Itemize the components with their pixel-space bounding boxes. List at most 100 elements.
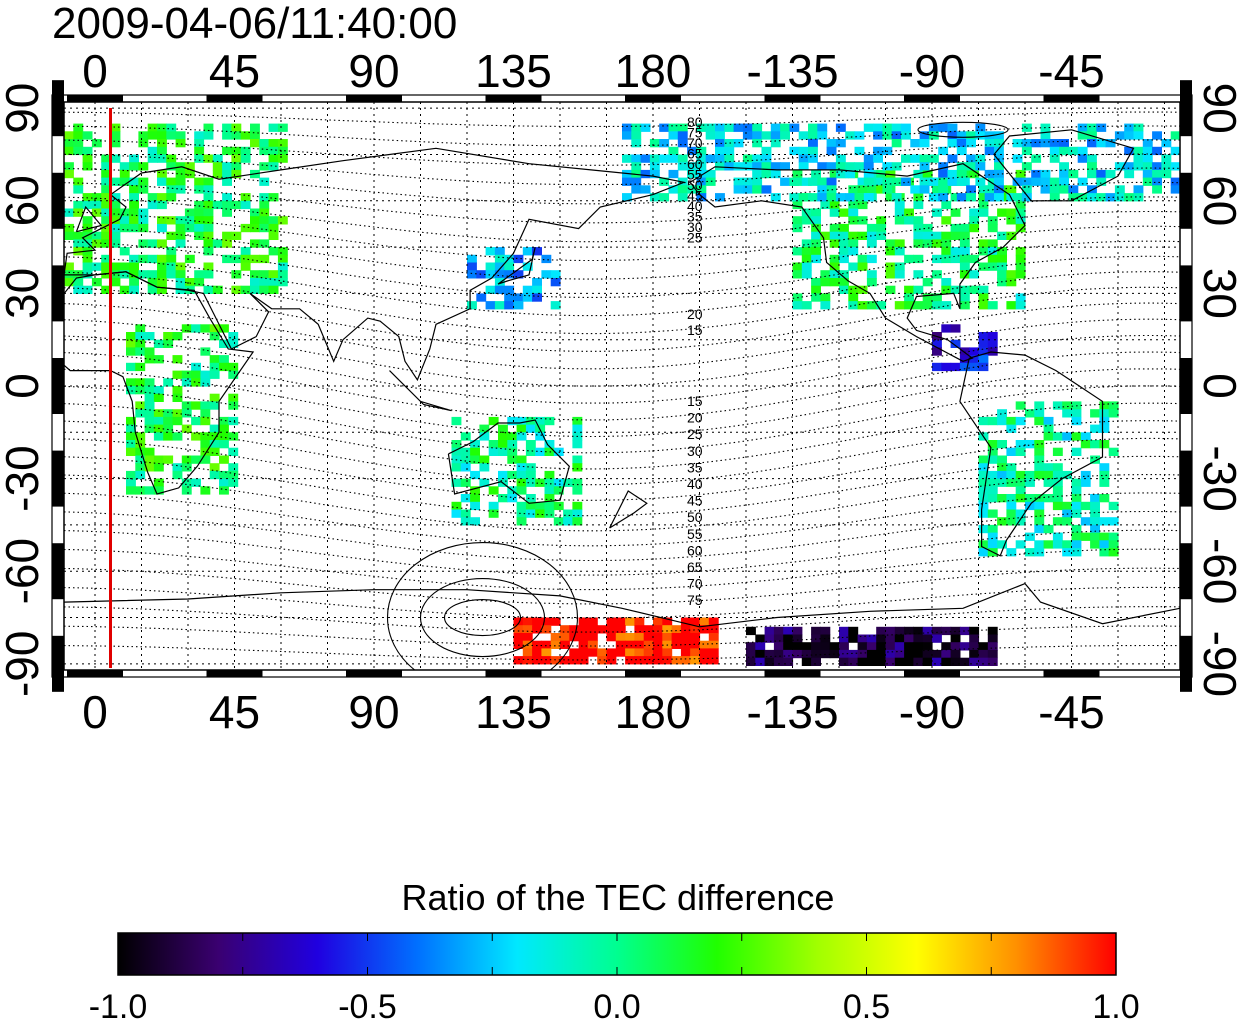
tec-data-cell xyxy=(969,223,980,233)
tec-data-cell xyxy=(876,185,887,194)
tec-data-cell xyxy=(932,208,942,217)
tec-data-cell xyxy=(817,185,828,194)
tec-data-cell xyxy=(550,270,561,279)
tec-data-cell xyxy=(64,231,74,240)
tec-data-cell xyxy=(259,216,270,225)
tec-data-cell xyxy=(690,633,701,642)
tec-data-cell xyxy=(550,633,561,642)
tec-data-cell xyxy=(476,293,487,302)
tec-data-cell xyxy=(259,278,270,287)
contour-line xyxy=(64,455,1180,517)
tec-data-cell xyxy=(194,231,205,240)
tec-data-cell xyxy=(680,625,691,634)
tec-data-cell xyxy=(101,154,112,163)
x-tick-label-top: -45 xyxy=(1038,45,1104,97)
tec-data-cell xyxy=(947,154,958,163)
tec-data-cell xyxy=(1012,154,1023,163)
tec-data-cell xyxy=(755,657,766,666)
tec-data-cell xyxy=(922,634,933,643)
tec-data-cell xyxy=(978,208,989,217)
tec-data-cell xyxy=(866,278,877,287)
tec-data-cell xyxy=(866,270,877,279)
tec-data-cell xyxy=(894,626,905,636)
tec-data-cell xyxy=(451,501,462,511)
tec-data-cell xyxy=(181,424,192,433)
tec-data-cell xyxy=(240,200,251,210)
tec-data-cell xyxy=(1015,478,1026,487)
tec-data-cell xyxy=(91,262,102,271)
tec-data-cell xyxy=(135,401,146,410)
tec-data-cell xyxy=(101,208,112,217)
tec-data-cell xyxy=(839,634,849,643)
tec-data-cell xyxy=(268,223,279,233)
tec-data-cell xyxy=(250,270,260,279)
tec-data-cell xyxy=(978,509,989,518)
tec-data-cell xyxy=(885,262,896,271)
tec-data-cell xyxy=(157,200,167,210)
y-tick-label-right: -60 xyxy=(1194,538,1240,604)
tec-data-cell xyxy=(811,254,821,264)
tec-data-cell xyxy=(975,131,986,140)
tec-data-cell xyxy=(696,123,707,132)
tec-data-cell xyxy=(504,301,515,310)
tec-data-cell xyxy=(780,123,790,132)
tec-data-cell xyxy=(715,131,725,140)
tec-data-cell xyxy=(956,169,967,179)
tec-data-cell xyxy=(268,231,279,240)
tec-data-cell xyxy=(231,154,242,163)
tec-data-cell xyxy=(978,540,989,549)
tec-data-cell xyxy=(175,270,186,279)
tec-data-cell xyxy=(1108,447,1119,456)
tec-data-cell xyxy=(181,370,192,379)
tec-data-cell xyxy=(839,231,849,240)
tec-data-cell xyxy=(1034,416,1045,426)
tec-data-cell xyxy=(811,285,821,294)
tec-data-cell xyxy=(839,649,849,659)
tec-data-cell xyxy=(826,177,837,186)
tec-data-cell xyxy=(677,154,688,163)
tec-data-cell xyxy=(997,494,1007,503)
tec-data-cell xyxy=(228,332,239,341)
tec-data-cell xyxy=(1034,447,1045,456)
tec-data-cell xyxy=(659,139,670,148)
tec-data-cell xyxy=(219,486,229,495)
tec-data-cell xyxy=(984,146,995,156)
tec-data-cell xyxy=(978,185,989,194)
tec-data-cell xyxy=(801,239,812,248)
tec-data-cell xyxy=(504,293,515,302)
tec-data-cell xyxy=(1006,185,1017,194)
tec-data-cell xyxy=(73,247,84,256)
tec-data-cell xyxy=(863,154,874,163)
tec-data-cell xyxy=(541,656,552,665)
tec-data-cell xyxy=(910,185,921,194)
tec-data-cell xyxy=(792,642,803,651)
tec-data-cell xyxy=(535,432,546,441)
tec-data-cell xyxy=(928,177,939,186)
tec-data-cell xyxy=(516,455,527,464)
tec-data-cell xyxy=(715,154,725,163)
tec-data-cell xyxy=(516,463,527,472)
tec-data-cell xyxy=(228,470,239,480)
tec-data-cell xyxy=(163,378,174,387)
tec-data-cell xyxy=(1021,162,1032,171)
tec-data-cell xyxy=(606,656,617,665)
tec-data-cell xyxy=(157,278,167,287)
tec-data-cell xyxy=(1108,548,1119,557)
tec-data-cell xyxy=(882,177,893,186)
tec-data-cell xyxy=(73,185,84,194)
tec-data-cell xyxy=(64,208,74,217)
tec-data-cell xyxy=(578,617,589,626)
tec-data-cell xyxy=(200,432,211,441)
axis-tick-bar xyxy=(52,543,64,600)
tec-data-cell xyxy=(752,139,763,148)
tec-data-cell xyxy=(73,131,84,140)
tec-data-cell xyxy=(811,169,821,179)
tec-data-cell xyxy=(1114,185,1125,194)
tec-data-cell xyxy=(1170,177,1180,186)
tec-data-cell xyxy=(901,154,911,163)
tec-data-cell xyxy=(535,501,546,511)
tec-data-cell xyxy=(631,185,642,194)
tec-data-cell xyxy=(848,626,859,636)
contour-label: 40 xyxy=(687,198,703,214)
tec-data-cell xyxy=(144,393,155,402)
